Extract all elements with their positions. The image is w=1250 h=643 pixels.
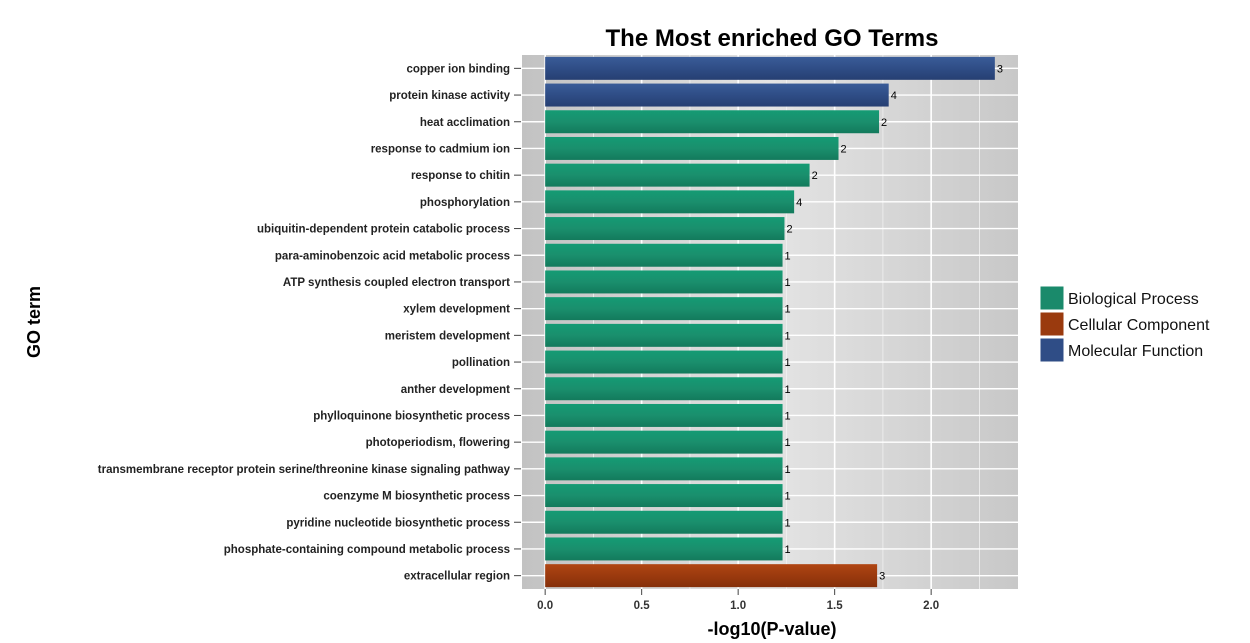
category-label-coenzyme-m-biosynthetic-process: coenzyme M biosynthetic process — [323, 491, 510, 503]
x-tick-label: 0.0 — [537, 600, 553, 612]
category-label-phosphate-containing-compound-metabolic-process: phosphate-containing compound metabolic … — [224, 544, 510, 556]
count-label-meristem-development: 1 — [785, 330, 791, 342]
category-label-ubiquitin-dependent-protein-catabolic-process: ubiquitin-dependent protein catabolic pr… — [257, 224, 510, 236]
count-label-pyridine-nucleotide-biosynthetic-process: 1 — [785, 517, 791, 529]
legend-label-cellular-component: Cellular Component — [1068, 317, 1210, 334]
count-label-xylem-development: 1 — [785, 304, 791, 316]
category-label-copper-ion-binding: copper ion binding — [407, 63, 511, 75]
count-label-copper-ion-binding: 3 — [997, 63, 1003, 75]
count-label-pollination: 1 — [785, 357, 791, 369]
bar-transmembrane-receptor-protein-serine-threonine-kinase-signaling-pathway — [545, 457, 783, 481]
legend-swatch-biological-process — [1039, 285, 1065, 311]
category-label-transmembrane-receptor-protein-serine-threonine-kinase-signaling-pathway: transmembrane receptor protein serine/th… — [98, 464, 511, 476]
y-axis-label: GO term — [24, 286, 44, 358]
category-label-anther-development: anther development — [401, 384, 510, 396]
category-label-response-to-cadmium-ion: response to cadmium ion — [371, 143, 510, 155]
category-label-extracellular-region: extracellular region — [404, 571, 510, 583]
bar-heat-acclimation — [545, 110, 880, 134]
bar-phosphate-containing-compound-metabolic-process — [545, 537, 783, 561]
category-label-pyridine-nucleotide-biosynthetic-process: pyridine nucleotide biosynthetic process — [286, 517, 510, 529]
category-label-pollination: pollination — [452, 357, 510, 369]
count-label-photoperiodism-flowering: 1 — [785, 437, 791, 449]
bar-response-to-cadmium-ion — [545, 136, 839, 160]
category-label-para-aminobenzoic-acid-metabolic-process: para-aminobenzoic acid metabolic process — [275, 250, 510, 262]
bar-coenzyme-m-biosynthetic-process — [545, 484, 783, 508]
legend-label-biological-process: Biological Process — [1068, 291, 1199, 308]
bar-atp-synthesis-coupled-electron-transport — [545, 270, 783, 294]
x-tick-label: 1.0 — [730, 600, 746, 612]
count-label-heat-acclimation: 2 — [881, 117, 887, 129]
category-labels: copper ion binding protein kinase activit… — [98, 63, 521, 583]
count-label-para-aminobenzoic-acid-metabolic-process: 1 — [785, 250, 791, 262]
bar-ubiquitin-dependent-protein-catabolic-process — [545, 217, 785, 241]
category-label-meristem-development: meristem development — [385, 330, 510, 342]
count-label-coenzyme-m-biosynthetic-process: 1 — [785, 491, 791, 503]
count-labels: 3 4 2 2 2 4 2 1 1 1 1 1 1 1 1 1 1 1 1 3 — [785, 63, 1003, 582]
count-label-extracellular-region: 3 — [879, 571, 885, 583]
category-label-heat-acclimation: heat acclimation — [420, 117, 510, 129]
bar-response-to-chitin — [545, 163, 810, 187]
bars — [545, 56, 995, 588]
bar-pyridine-nucleotide-biosynthetic-process — [545, 510, 783, 534]
bar-para-aminobenzoic-acid-metabolic-process — [545, 243, 783, 267]
legend-label-molecular-function: Molecular Function — [1068, 343, 1203, 360]
x-tick-label: 1.5 — [827, 600, 844, 612]
x-tick-labels: 0.0 0.5 1.0 1.5 2.0 — [537, 589, 939, 612]
x-axis-label: -log10(P-value) — [707, 619, 836, 639]
category-label-photoperiodism-flowering: photoperiodism, flowering — [366, 437, 510, 449]
category-label-atp-synthesis-coupled-electron-transport: ATP synthesis coupled electron transport — [283, 277, 510, 289]
bar-phylloquinone-biosynthetic-process — [545, 403, 783, 427]
bar-phosphorylation — [545, 190, 795, 214]
count-label-transmembrane-receptor-protein-serine-threonine-kinase-signaling-pathway: 1 — [785, 464, 791, 476]
x-tick-label: 0.5 — [634, 600, 651, 612]
count-label-ubiquitin-dependent-protein-catabolic-process: 2 — [786, 224, 792, 236]
bar-copper-ion-binding — [545, 56, 995, 80]
count-label-phylloquinone-biosynthetic-process: 1 — [785, 410, 791, 422]
x-tick-label: 2.0 — [923, 600, 939, 612]
category-label-phylloquinone-biosynthetic-process: phylloquinone biosynthetic process — [313, 410, 510, 422]
count-label-response-to-chitin: 2 — [812, 170, 818, 182]
category-label-xylem-development: xylem development — [403, 304, 510, 316]
count-label-anther-development: 1 — [785, 384, 791, 396]
count-label-protein-kinase-activity: 4 — [891, 90, 897, 102]
legend-swatch-cellular-component — [1039, 311, 1065, 337]
bar-photoperiodism-flowering — [545, 430, 783, 454]
count-label-atp-synthesis-coupled-electron-transport: 1 — [785, 277, 791, 289]
bar-meristem-development — [545, 323, 783, 347]
category-label-response-to-chitin: response to chitin — [411, 170, 510, 182]
category-label-phosphorylation: phosphorylation — [420, 197, 510, 209]
category-label-protein-kinase-activity: protein kinase activity — [389, 90, 510, 102]
legend: Biological Process Cellular Component Mole… — [1039, 285, 1210, 363]
bar-pollination — [545, 350, 783, 374]
bar-anther-development — [545, 377, 783, 401]
bar-xylem-development — [545, 297, 783, 321]
chart-title: The Most enriched GO Terms — [606, 25, 939, 52]
count-label-phosphate-containing-compound-metabolic-process: 1 — [785, 544, 791, 556]
count-label-response-to-cadmium-ion: 2 — [841, 143, 847, 155]
bar-protein-kinase-activity — [545, 83, 889, 107]
bar-extracellular-region — [545, 564, 878, 588]
count-label-phosphorylation: 4 — [796, 197, 802, 209]
plot-panel — [522, 55, 1018, 589]
legend-swatch-molecular-function — [1039, 337, 1065, 363]
